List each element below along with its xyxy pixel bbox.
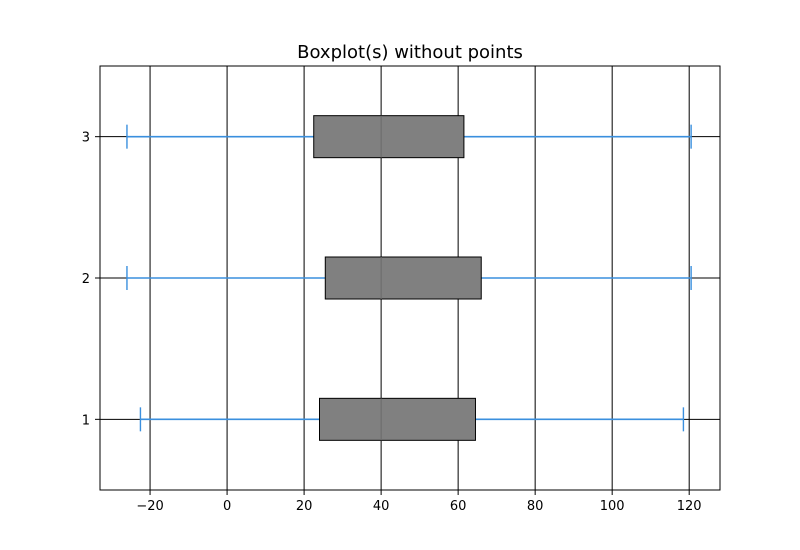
box-iqr [324,256,482,300]
y-tick-label: 1 [82,413,90,428]
y-tick-label: 3 [82,131,90,146]
axes: −20 0 20 40 60 80 100 120 1 2 3 [82,131,702,514]
x-tick-label: 80 [527,499,544,514]
x-tick-label: 60 [450,499,467,514]
box-series-3 [126,115,692,159]
x-tick-label: 0 [223,499,231,514]
box-series-2 [126,256,692,300]
boxes [126,115,692,441]
x-tick-label: 40 [373,499,390,514]
x-tick-label: 20 [296,499,313,514]
box-iqr [313,115,465,159]
box-series-1 [139,397,685,441]
x-tick-label: −20 [136,499,163,514]
x-tick-label: 100 [600,499,625,514]
chart-title: Boxplot(s) without points [297,42,523,63]
box-iqr [319,397,476,441]
x-tick-label: 120 [677,499,702,514]
y-tick-label: 2 [82,272,90,287]
